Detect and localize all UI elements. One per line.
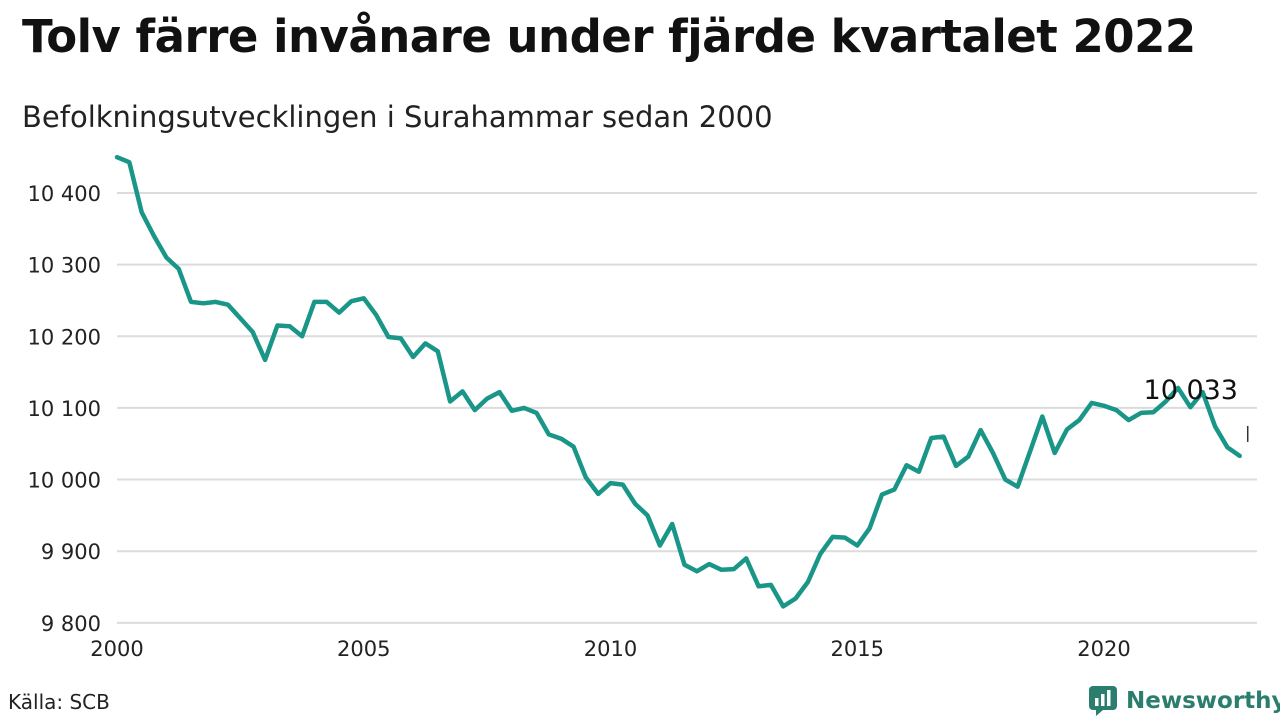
x-tick-label: 2015 <box>831 637 884 661</box>
y-tick-label: 10 000 <box>28 469 101 493</box>
x-tick-label: 2000 <box>90 637 143 661</box>
y-tick-label: 9 800 <box>41 612 101 636</box>
y-tick-label: 10 100 <box>28 397 101 421</box>
source-note: Källa: SCB <box>8 690 110 714</box>
y-tick-label: 10 300 <box>28 254 101 278</box>
newsworthy-logo-icon <box>1089 686 1117 716</box>
x-tick-label: 2010 <box>584 637 637 661</box>
x-tick-label: 2005 <box>337 637 390 661</box>
chart-title: Tolv färre invånare under fjärde kvartal… <box>22 10 1196 63</box>
y-tick-label: 10 400 <box>28 182 101 206</box>
y-tick-label: 9 900 <box>41 540 101 564</box>
brand-name: Newsworthy <box>1126 688 1280 714</box>
series-line <box>114 154 1242 609</box>
y-tick-label: 10 200 <box>28 325 101 349</box>
x-tick-label: 2020 <box>1077 637 1130 661</box>
chart-subtitle: Befolkningsutvecklingen i Surahammar sed… <box>22 100 773 134</box>
last-value-label: 10 033 <box>1144 375 1238 406</box>
brand: Newsworthy <box>1088 684 1280 718</box>
